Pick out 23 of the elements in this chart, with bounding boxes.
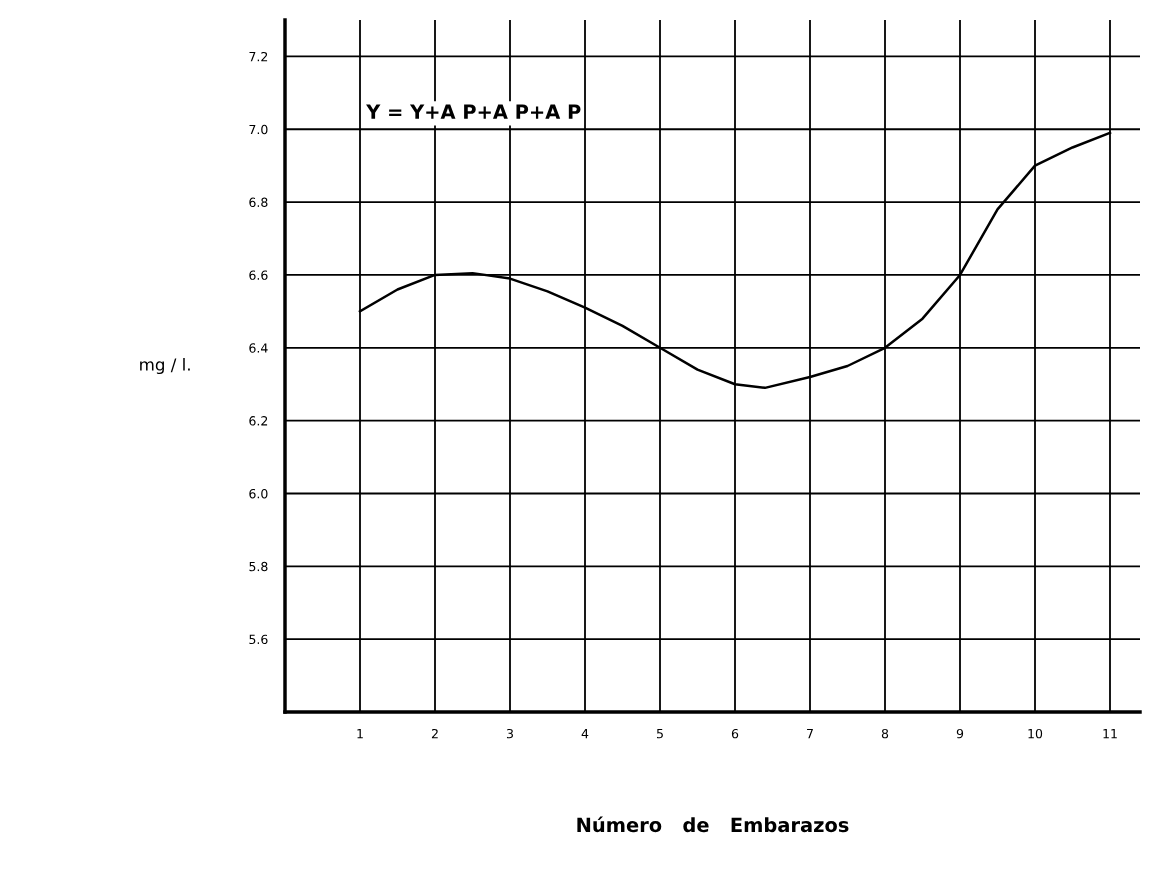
x-tick-label: 10: [1028, 728, 1043, 739]
y-tick-label: 5.8: [249, 561, 268, 572]
y-tick-label: 7.2: [249, 51, 268, 62]
x-tick-label: 7: [807, 729, 813, 739]
x-tick-label: 11: [1103, 729, 1117, 739]
x-tick-label: 9: [956, 728, 964, 739]
x-tick-label: 5: [656, 729, 663, 739]
y-tick-label: 6.0: [249, 488, 268, 499]
x-tick-label: 2: [431, 728, 438, 739]
x-tick-label: 8: [881, 728, 889, 739]
y-tick-label: 7.0: [249, 124, 268, 135]
y-tick-label: 5.6: [249, 634, 268, 645]
y-tick-label: 6.6: [249, 270, 268, 280]
x-tick-label: 3: [506, 728, 513, 739]
y-tick-label: 6.2: [249, 416, 268, 426]
y-axis-title: mg / l.: [140, 357, 190, 375]
y-tick-label: 6.8: [249, 197, 268, 208]
x-tick-label: 6: [731, 728, 739, 739]
annotation: Y = Y+A P+A P+A P: [366, 104, 581, 119]
x-tick-label: 1: [357, 729, 363, 739]
x-axis-title: Número de Embarazos: [577, 816, 849, 833]
y-tick-label: 6.4: [249, 343, 268, 353]
x-tick-label: 4: [581, 729, 589, 739]
